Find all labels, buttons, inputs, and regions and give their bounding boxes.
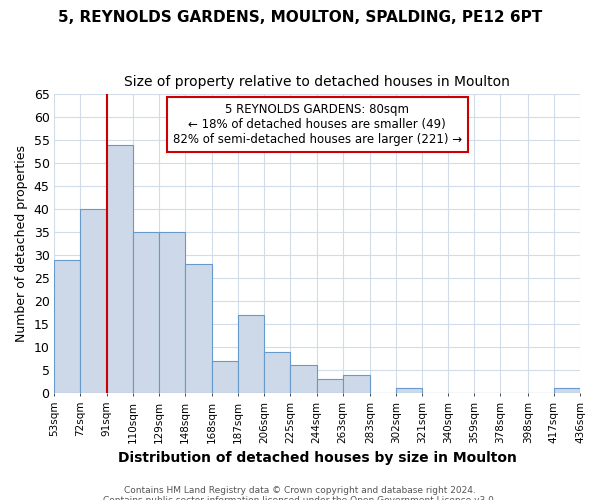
- Bar: [55, 260, 80, 393]
- Text: 5, REYNOLDS GARDENS, MOULTON, SPALDING, PE12 6PT: 5, REYNOLDS GARDENS, MOULTON, SPALDING, …: [58, 10, 542, 25]
- Bar: [80, 209, 107, 393]
- Bar: [343, 374, 370, 393]
- Bar: [317, 379, 343, 393]
- Bar: [238, 315, 265, 393]
- Bar: [107, 145, 133, 393]
- Bar: [554, 388, 580, 393]
- Bar: [133, 232, 159, 393]
- Text: Contains public sector information licensed under the Open Government Licence v3: Contains public sector information licen…: [103, 496, 497, 500]
- Title: Size of property relative to detached houses in Moulton: Size of property relative to detached ho…: [124, 75, 510, 89]
- Bar: [396, 388, 422, 393]
- X-axis label: Distribution of detached houses by size in Moulton: Distribution of detached houses by size …: [118, 451, 517, 465]
- Bar: [185, 264, 212, 393]
- Text: Contains HM Land Registry data © Crown copyright and database right 2024.: Contains HM Land Registry data © Crown c…: [124, 486, 476, 495]
- Bar: [290, 366, 317, 393]
- Text: 5 REYNOLDS GARDENS: 80sqm
← 18% of detached houses are smaller (49)
82% of semi-: 5 REYNOLDS GARDENS: 80sqm ← 18% of detac…: [173, 104, 462, 146]
- Y-axis label: Number of detached properties: Number of detached properties: [15, 145, 28, 342]
- Bar: [265, 352, 290, 393]
- Bar: [159, 232, 185, 393]
- Bar: [212, 360, 238, 393]
